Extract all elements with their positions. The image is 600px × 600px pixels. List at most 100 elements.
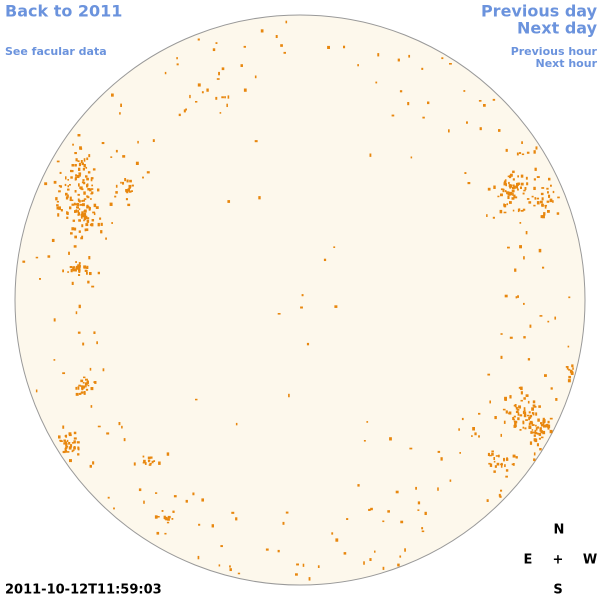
facula bbox=[459, 452, 461, 454]
facula bbox=[514, 421, 518, 424]
facula bbox=[520, 182, 524, 186]
facula bbox=[147, 456, 151, 459]
facula bbox=[536, 197, 540, 200]
facula bbox=[523, 256, 525, 260]
facula bbox=[75, 392, 79, 396]
facula bbox=[129, 179, 132, 183]
facula bbox=[513, 185, 516, 189]
facula bbox=[83, 376, 86, 379]
facula bbox=[492, 98, 496, 101]
facula bbox=[75, 158, 78, 162]
facula bbox=[85, 378, 88, 381]
facular-link[interactable]: See facular data bbox=[5, 45, 107, 58]
facula bbox=[524, 187, 527, 190]
facula bbox=[78, 230, 81, 233]
facula bbox=[75, 174, 77, 177]
facula bbox=[514, 268, 517, 272]
facula bbox=[80, 160, 83, 164]
facula bbox=[81, 224, 84, 228]
back-link[interactable]: Back to 2011 bbox=[5, 2, 122, 21]
facula bbox=[75, 311, 78, 315]
facula bbox=[93, 212, 96, 216]
facula bbox=[82, 179, 85, 182]
facula bbox=[529, 324, 532, 328]
facula bbox=[531, 424, 535, 426]
facula bbox=[86, 183, 89, 187]
facula bbox=[515, 410, 519, 414]
facula bbox=[78, 262, 81, 265]
facula bbox=[105, 237, 107, 240]
facula bbox=[80, 379, 84, 383]
previous-hour-link[interactable]: Previous hour bbox=[511, 45, 598, 58]
facula bbox=[277, 549, 280, 553]
facula bbox=[532, 404, 536, 407]
facula bbox=[343, 45, 346, 49]
facula bbox=[547, 424, 551, 429]
facula bbox=[83, 164, 86, 168]
facula bbox=[500, 188, 504, 191]
facula bbox=[323, 258, 327, 262]
facula bbox=[536, 426, 540, 429]
facula bbox=[507, 246, 510, 249]
facula bbox=[523, 407, 526, 410]
facula bbox=[53, 318, 56, 322]
next-day-link[interactable]: Next day bbox=[517, 19, 598, 38]
facula bbox=[72, 266, 76, 268]
facula bbox=[463, 90, 466, 92]
facula bbox=[415, 486, 417, 490]
facula bbox=[486, 214, 488, 217]
facula bbox=[22, 260, 26, 263]
facula bbox=[437, 487, 439, 491]
facula bbox=[512, 184, 515, 187]
facula bbox=[536, 443, 539, 447]
facula bbox=[478, 435, 480, 438]
facula bbox=[79, 199, 81, 203]
facula bbox=[524, 411, 527, 416]
facula bbox=[521, 153, 525, 156]
facula bbox=[79, 174, 81, 177]
facula bbox=[62, 269, 64, 273]
facula bbox=[90, 178, 93, 182]
facula bbox=[302, 563, 305, 567]
facula bbox=[517, 208, 520, 213]
facula bbox=[195, 398, 198, 401]
facula bbox=[552, 190, 555, 194]
facula bbox=[198, 523, 201, 526]
facula bbox=[346, 518, 349, 520]
facula bbox=[97, 222, 100, 227]
facula bbox=[512, 178, 515, 181]
facula bbox=[130, 190, 134, 192]
facula bbox=[503, 180, 507, 184]
facula bbox=[58, 435, 61, 439]
facula bbox=[77, 134, 81, 137]
facula bbox=[513, 415, 516, 418]
facula bbox=[496, 462, 500, 466]
facula bbox=[118, 422, 121, 426]
facula bbox=[545, 424, 549, 428]
facula bbox=[513, 424, 517, 428]
compass-center: + bbox=[553, 553, 564, 568]
facula bbox=[493, 460, 496, 463]
facula bbox=[408, 54, 411, 58]
facula bbox=[167, 518, 170, 521]
previous-day-link[interactable]: Previous day bbox=[481, 2, 598, 21]
facula bbox=[533, 458, 536, 462]
facula bbox=[542, 419, 546, 423]
facula bbox=[90, 192, 93, 195]
next-hour-link[interactable]: Next hour bbox=[536, 57, 598, 70]
facula bbox=[534, 167, 537, 171]
facula bbox=[67, 179, 70, 181]
facula bbox=[382, 566, 385, 570]
facula bbox=[522, 208, 526, 211]
facula bbox=[66, 216, 69, 219]
facula bbox=[511, 463, 514, 466]
facula bbox=[73, 227, 77, 231]
facula bbox=[521, 141, 523, 144]
facula bbox=[75, 176, 77, 180]
facula bbox=[544, 374, 547, 377]
facula bbox=[391, 114, 395, 117]
facula bbox=[517, 417, 520, 421]
facula bbox=[155, 492, 158, 494]
facula bbox=[81, 162, 84, 166]
